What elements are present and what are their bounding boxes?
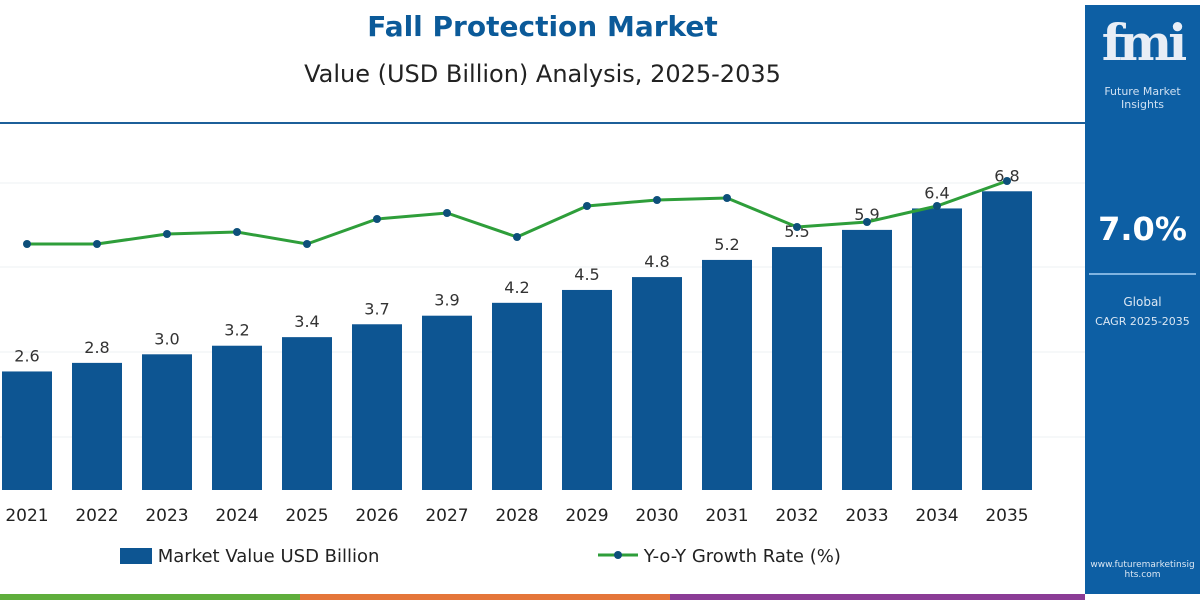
- legend-bar-swatch: [120, 548, 152, 564]
- growth-marker: [23, 240, 31, 248]
- x-tick-label: 2021: [5, 506, 48, 526]
- bar-value-label: 4.2: [504, 278, 529, 297]
- chart-canvas: 2.6 2021 2.8 2022 3.0 2023 3.2 2024 3.4 2025 3.7 20…: [0, 166, 1085, 526]
- bar-value-label: 4.5: [574, 265, 599, 284]
- growth-marker: [303, 240, 311, 248]
- legend-line: Y-o-Y Growth Rate (%): [598, 546, 841, 567]
- global-label: Global: [1123, 295, 1162, 309]
- legend-line-swatch: [598, 551, 638, 559]
- x-tick-label: 2034: [915, 506, 958, 526]
- growth-marker: [583, 202, 591, 210]
- x-tick-label: 2026: [355, 506, 398, 526]
- x-tick-label: 2030: [635, 506, 678, 526]
- brand-logo: fmi: [1101, 13, 1187, 72]
- footer-stripe-green: [0, 594, 300, 600]
- legend-line-label: Y-o-Y Growth Rate (%): [643, 546, 841, 567]
- x-tick-label: 2028: [495, 506, 538, 526]
- bar-value-label: 2.8: [84, 338, 109, 357]
- x-tick-label: 2035: [985, 506, 1028, 526]
- growth-marker: [653, 196, 661, 204]
- x-tick-label: 2022: [75, 506, 118, 526]
- growth-marker: [723, 194, 731, 202]
- bar: [702, 259, 752, 490]
- bar: [492, 302, 542, 490]
- x-tick-label: 2033: [845, 506, 888, 526]
- bar: [72, 362, 122, 490]
- growth-marker: [373, 215, 381, 223]
- x-tick-label: 2032: [775, 506, 818, 526]
- growth-marker: [93, 240, 101, 248]
- x-tick-label: 2025: [285, 506, 328, 526]
- bar-value-label: 3.0: [154, 329, 179, 348]
- footer-stripe-purple: [670, 594, 1085, 600]
- side-panel: fmi Future Market Insights 7.0% Global C…: [1085, 5, 1200, 594]
- x-tick-label: 2027: [425, 506, 468, 526]
- bar-value-label: 2.6: [14, 346, 39, 365]
- growth-marker: [443, 209, 451, 217]
- brand-name: Future Market Insights: [1104, 85, 1181, 111]
- legend-bar: Market Value USD Billion: [120, 546, 379, 567]
- website-url: www.futuremarketinsights.com: [1090, 560, 1195, 580]
- bar: [562, 289, 612, 490]
- bar: [632, 277, 682, 490]
- bar: [982, 191, 1032, 490]
- bar: [142, 354, 192, 490]
- cagr-value: 7.0%: [1098, 210, 1187, 248]
- bar-value-label: 3.4: [294, 312, 319, 331]
- chart-subtitle: Value (USD Billion) Analysis, 2025-2035: [304, 60, 781, 88]
- bar: [912, 208, 962, 490]
- divider: [0, 122, 1085, 124]
- growth-marker: [793, 223, 801, 231]
- bar-value-label: 3.7: [364, 299, 389, 318]
- bar: [212, 345, 262, 490]
- bar-value-label: 6.4: [924, 183, 949, 202]
- bar-value-label: 3.2: [224, 321, 249, 340]
- growth-marker: [933, 202, 941, 210]
- bar-value-label: 5.2: [714, 235, 739, 254]
- side-divider: [1089, 273, 1196, 275]
- growth-marker: [1003, 177, 1011, 185]
- growth-marker: [233, 228, 241, 236]
- bar-value-label: 3.9: [434, 291, 459, 310]
- bar: [842, 229, 892, 490]
- bar: [2, 371, 52, 490]
- bar: [282, 337, 332, 490]
- legend-bar-label: Market Value USD Billion: [157, 546, 380, 567]
- x-tick-label: 2024: [215, 506, 258, 526]
- bar: [422, 315, 472, 490]
- cagr-label: CAGR 2025-2035: [1095, 315, 1190, 328]
- bar: [772, 247, 822, 490]
- chart-title: Fall Protection Market: [367, 10, 718, 43]
- footer-stripe-orange: [300, 594, 670, 600]
- x-tick-label: 2029: [565, 506, 608, 526]
- bar: [352, 324, 402, 490]
- growth-marker: [863, 218, 871, 226]
- growth-marker: [513, 233, 521, 241]
- bar-value-label: 6.8: [994, 166, 1019, 185]
- x-tick-label: 2031: [705, 506, 748, 526]
- bar-value-label: 4.8: [644, 252, 669, 271]
- growth-marker: [163, 230, 171, 238]
- x-tick-label: 2023: [145, 506, 188, 526]
